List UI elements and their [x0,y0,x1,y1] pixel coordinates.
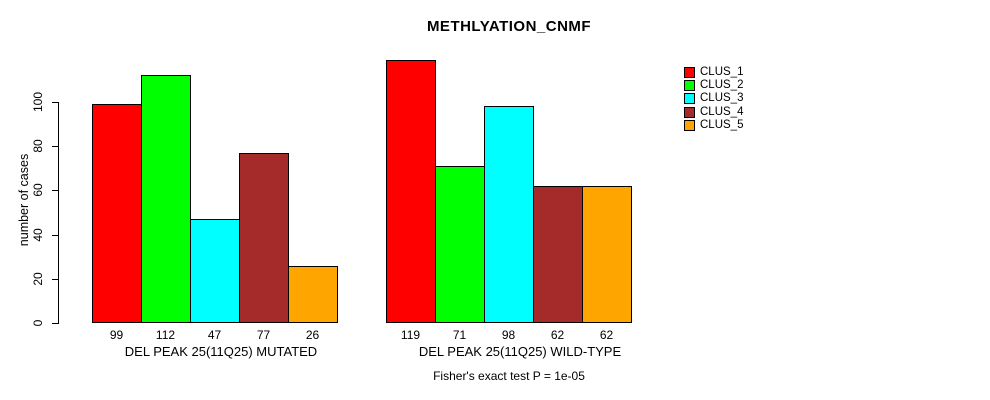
y-axis-tick-label: 40 [31,228,45,242]
bar-clus_3-group2 [484,106,534,323]
bar-value-label: 98 [501,328,516,342]
bar-value-label: 62 [550,328,565,342]
y-axis-line [58,102,59,324]
bar-clus_3-group1 [190,219,240,323]
legend-color-swatch [684,80,695,92]
y-axis-tick-label: 100 [31,91,45,113]
y-axis-tick-label: 60 [31,183,45,197]
bar-clus_2-group1 [141,75,191,323]
chart-title: METHLYATION_CNMF [426,18,592,35]
legend-item-label: CLUS_2 [700,79,744,92]
y-axis-tick [52,190,58,191]
x-group-label: DEL PEAK 25(11Q25) MUTATED [124,344,318,359]
bar-value-label: 77 [256,328,271,342]
y-axis-tick-label: 80 [31,139,45,153]
legend-item-label: CLUS_1 [700,66,744,79]
bar-clus_5-group1 [288,266,338,323]
legend-item-clus_1: CLUS_1 [684,66,743,79]
bar-value-label: 62 [599,328,614,342]
y-axis-tick [52,323,58,324]
legend-item-clus_4: CLUS_4 [684,106,743,119]
y-axis-tick [52,279,58,280]
legend-item-clus_2: CLUS_2 [684,79,743,92]
y-axis-tick [52,146,58,147]
bar-clus_4-group2 [533,186,583,323]
y-axis-tick-label: 0 [31,319,45,327]
bar-clus_1-group2 [386,60,436,323]
legend-item-label: CLUS_5 [700,118,744,131]
legend-item-label: CLUS_3 [700,92,744,105]
bar-clus_5-group2 [582,186,632,323]
legend: CLUS_1 CLUS_2 CLUS_3 CLUS_4 CLUS_5 [684,66,743,132]
bar-clus_2-group2 [435,166,485,323]
bar-clus_1-group1 [92,104,142,323]
y-axis-tick-label: 20 [31,272,45,286]
legend-color-swatch [684,106,695,118]
bar-value-label: 47 [207,328,222,342]
bar-value-label: 119 [400,328,421,342]
bar-clus_4-group1 [239,153,289,323]
x-group-label: DEL PEAK 25(11Q25) WILD-TYPE [418,344,622,359]
legend-item-label: CLUS_4 [700,105,744,118]
legend-color-swatch [684,93,695,105]
bar-value-label: 99 [109,328,124,342]
legend-color-swatch [684,119,695,131]
legend-item-clus_3: CLUS_3 [684,92,743,105]
legend-color-swatch [684,67,695,79]
y-axis-tick [52,235,58,236]
bar-value-label: 26 [305,328,320,342]
fisher-exact-test-annotation: Fisher's exact test P = 1e-05 [433,369,585,383]
legend-item-clus_5: CLUS_5 [684,119,743,132]
y-axis-label: number of cases [17,153,31,247]
bar-value-label: 71 [452,328,467,342]
y-axis-tick [52,102,58,103]
bar-value-label: 112 [155,328,176,342]
